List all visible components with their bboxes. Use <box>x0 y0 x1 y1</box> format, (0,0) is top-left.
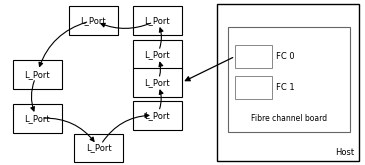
Text: FC 0: FC 0 <box>276 52 295 61</box>
FancyBboxPatch shape <box>12 60 62 89</box>
Text: L_Port: L_Port <box>144 50 170 59</box>
Text: L_Port: L_Port <box>144 111 170 120</box>
FancyBboxPatch shape <box>132 40 182 69</box>
FancyBboxPatch shape <box>228 27 350 132</box>
Text: L_Port: L_Port <box>24 114 50 123</box>
FancyBboxPatch shape <box>235 76 272 99</box>
Text: Host: Host <box>335 148 354 157</box>
FancyBboxPatch shape <box>69 6 118 35</box>
Text: FC 1: FC 1 <box>276 83 295 92</box>
FancyBboxPatch shape <box>74 134 123 162</box>
Text: Fibre channel board: Fibre channel board <box>251 114 327 123</box>
FancyBboxPatch shape <box>132 101 182 130</box>
Text: L_Port: L_Port <box>81 16 106 25</box>
Text: L_Port: L_Port <box>24 70 50 79</box>
Text: L_Port: L_Port <box>86 143 112 152</box>
FancyBboxPatch shape <box>132 68 182 97</box>
FancyBboxPatch shape <box>235 45 272 68</box>
FancyBboxPatch shape <box>12 104 62 133</box>
Text: L_Port: L_Port <box>144 78 170 87</box>
FancyBboxPatch shape <box>217 4 359 161</box>
Text: L_Port: L_Port <box>144 16 170 25</box>
FancyBboxPatch shape <box>132 6 182 35</box>
